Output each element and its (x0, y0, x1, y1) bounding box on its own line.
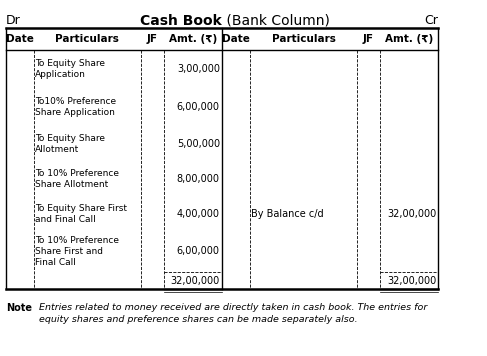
Text: Particulars: Particulars (55, 34, 119, 44)
Text: 4,00,000: 4,00,000 (177, 209, 220, 219)
Text: 6,00,000: 6,00,000 (177, 246, 220, 256)
Text: To Equity Share
Allotment: To Equity Share Allotment (35, 134, 105, 154)
Text: Note: Note (6, 303, 32, 313)
Text: Amt. (₹): Amt. (₹) (169, 34, 217, 44)
Text: 8,00,000: 8,00,000 (177, 174, 220, 184)
Text: Date: Date (222, 34, 250, 44)
Text: Amt. (₹): Amt. (₹) (385, 34, 433, 44)
Text: By Balance c/d: By Balance c/d (251, 209, 324, 219)
Text: JF: JF (147, 34, 158, 44)
Text: 32,00,000: 32,00,000 (387, 276, 436, 286)
Text: 32,00,000: 32,00,000 (387, 209, 436, 219)
Text: (Bank Column): (Bank Column) (222, 14, 330, 28)
Text: Date: Date (6, 34, 34, 44)
Text: To 10% Preference
Share Allotment: To 10% Preference Share Allotment (35, 169, 119, 189)
Text: Particulars: Particulars (272, 34, 336, 44)
Text: 32,00,000: 32,00,000 (170, 276, 220, 286)
Text: Dr: Dr (6, 14, 20, 27)
Text: Cash Book: Cash Book (140, 14, 222, 28)
Text: Entries related to money received are directly taken in cash book. The entries f: Entries related to money received are di… (39, 303, 427, 324)
Text: 5,00,000: 5,00,000 (177, 139, 220, 149)
Text: Cr: Cr (424, 14, 438, 27)
Text: To10% Preference
Share Application: To10% Preference Share Application (35, 97, 116, 117)
Text: To 10% Preference
Share First and
Final Call: To 10% Preference Share First and Final … (35, 236, 119, 267)
Text: JF: JF (363, 34, 374, 44)
Text: 6,00,000: 6,00,000 (177, 103, 220, 112)
Text: 3,00,000: 3,00,000 (177, 64, 220, 74)
Text: To Equity Share
Application: To Equity Share Application (35, 59, 105, 79)
Text: To Equity Share First
and Final Call: To Equity Share First and Final Call (35, 204, 127, 224)
